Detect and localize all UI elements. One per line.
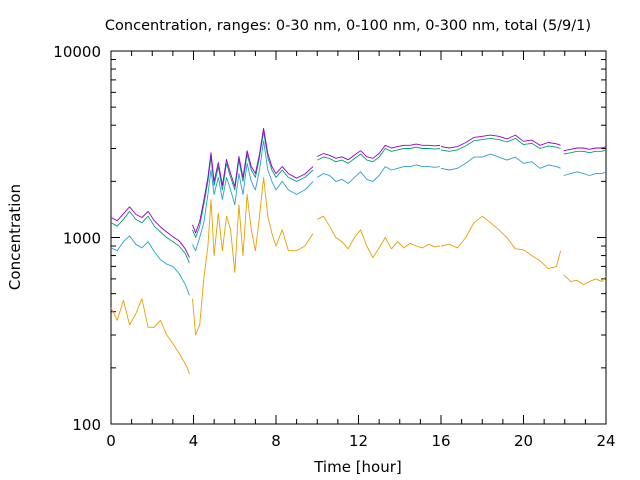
plot-border [110,50,607,425]
series-line [440,215,562,270]
y-axis-label: Concentration [6,184,24,290]
x-tick-label: 4 [189,432,199,450]
series-line [110,206,190,258]
series-1 [110,176,607,375]
series-line [317,143,441,161]
x-tick-label: 24 [596,432,615,450]
series-line [440,153,561,171]
x-axis-label: Time [hour] [313,458,402,476]
series-line [317,215,441,259]
series-line [563,149,607,155]
series-2 [110,140,607,296]
x-tick-label: 0 [106,432,116,450]
tick-labels: 0 4 8 12 16 20 24 100 1000 10000 [53,43,615,450]
series-line [110,235,190,296]
y-tick-label: 1000 [63,230,101,248]
x-tick-label: 16 [431,432,450,450]
series-line [110,210,190,264]
x-tick-label: 12 [349,432,368,450]
x-tick-label: 8 [271,432,281,450]
series-line [563,274,607,285]
series-line [317,164,441,184]
series-line [563,171,607,176]
x-tick-label: 20 [514,432,533,450]
series-line [110,298,190,375]
plot-area [110,50,607,425]
series-line [440,137,561,152]
series-3 [110,131,607,264]
series-line [440,134,561,149]
series-4 [110,127,607,258]
y-tick-label: 10000 [53,43,101,61]
y-tick-label: 100 [72,416,101,434]
series-line [563,146,607,152]
series-line [192,127,314,234]
series-line [192,140,314,252]
chart-title: Concentration, ranges: 0-30 nm, 0-100 nm… [105,18,591,34]
series-line [192,131,314,238]
series-line [192,176,314,336]
axis-ticks [110,50,607,425]
series-line [317,146,441,164]
series-layer [110,127,607,375]
